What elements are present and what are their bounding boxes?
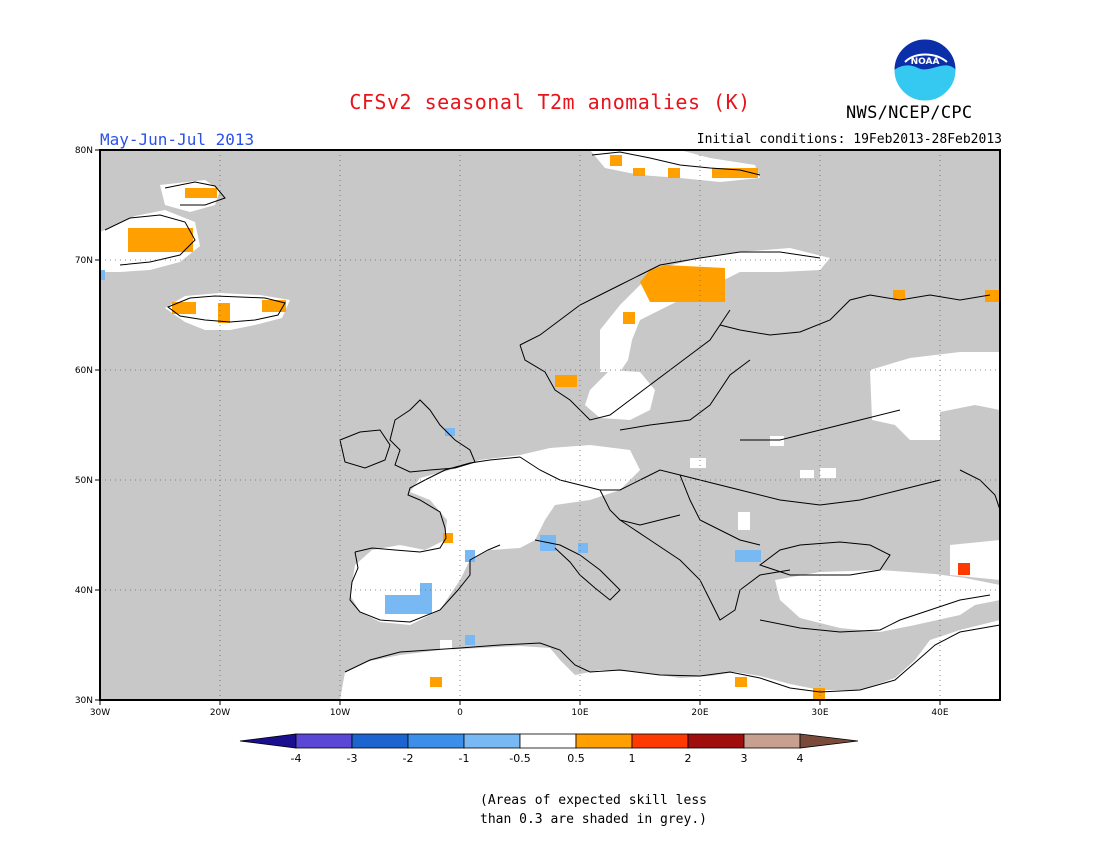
- noaa-logo-icon: NOAA: [893, 38, 957, 102]
- white-regions: [100, 150, 1000, 700]
- lon-tick-label: 10E: [571, 708, 588, 718]
- colorbar-label: -1: [459, 752, 470, 765]
- gridlines: [100, 150, 1000, 700]
- lon-tick-marks: [99, 700, 941, 705]
- agency-label: NWS/NCEP/CPC: [846, 103, 973, 123]
- colorbar-label: 2: [685, 752, 692, 765]
- cool-anomaly-cells: [100, 270, 761, 645]
- colorbar-segment: [743, 733, 801, 749]
- colorbar-segment: [463, 733, 521, 749]
- colorbar-label: 1: [629, 752, 636, 765]
- colorbar-segment: [687, 733, 745, 749]
- lon-tick-label: 20W: [210, 708, 230, 718]
- initial-conditions: Initial conditions: 19Feb2013-28Feb2013: [696, 132, 1002, 147]
- colorbar-label: -0.5: [509, 752, 530, 765]
- lon-tick-label: 10W: [330, 708, 350, 718]
- skill-note-line-2: than 0.3 are shaded in grey.): [480, 812, 707, 827]
- colorbar-segment: [351, 733, 409, 749]
- noaa-logo-text: NOAA: [911, 57, 940, 67]
- colorbar-label: -2: [403, 752, 414, 765]
- lat-tick-label: 70N: [75, 256, 93, 266]
- lat-tick-label: 60N: [75, 366, 93, 376]
- colorbar-label: 0.5: [567, 752, 585, 765]
- lon-tick-label: 30E: [811, 708, 828, 718]
- lat-tick-marks: [95, 149, 100, 701]
- colorbar-segment: [239, 733, 297, 749]
- colorbar: -4 -3 -2 -1 -0.5 0.5 1 2 3 4: [239, 733, 859, 765]
- colorbar-segment: [295, 733, 353, 749]
- colorbar-segment: [407, 733, 465, 749]
- forecast-period: May-Jun-Jul 2013: [100, 130, 255, 149]
- colorbar-segment: [519, 733, 577, 749]
- chart-title: CFSv2 seasonal T2m anomalies (K): [349, 90, 751, 114]
- colorbar-label: -4: [291, 752, 302, 765]
- colorbar-label: 3: [741, 752, 748, 765]
- lat-tick-label: 80N: [75, 146, 93, 156]
- hot-anomaly-cell: [958, 563, 970, 575]
- colorbar-segment: [799, 733, 859, 749]
- colorbar-label: 4: [797, 752, 804, 765]
- map-frame: [99, 149, 1001, 701]
- lat-tick-label: 30N: [75, 696, 93, 706]
- colorbar-segment: [631, 733, 689, 749]
- coastlines: [104, 151, 1001, 693]
- lon-tick-label: 20E: [691, 708, 708, 718]
- colorbar-label: -3: [347, 752, 358, 765]
- skill-note-line-1: (Areas of expected skill less: [480, 793, 707, 808]
- lon-tick-label: 0: [457, 708, 463, 718]
- warm-anomaly-cells: [128, 155, 1000, 700]
- colorbar-segment: [575, 733, 633, 749]
- lat-tick-label: 40N: [75, 586, 93, 596]
- lon-tick-label: 40E: [931, 708, 948, 718]
- lat-tick-label: 50N: [75, 476, 93, 486]
- lon-tick-label: 30W: [90, 708, 110, 718]
